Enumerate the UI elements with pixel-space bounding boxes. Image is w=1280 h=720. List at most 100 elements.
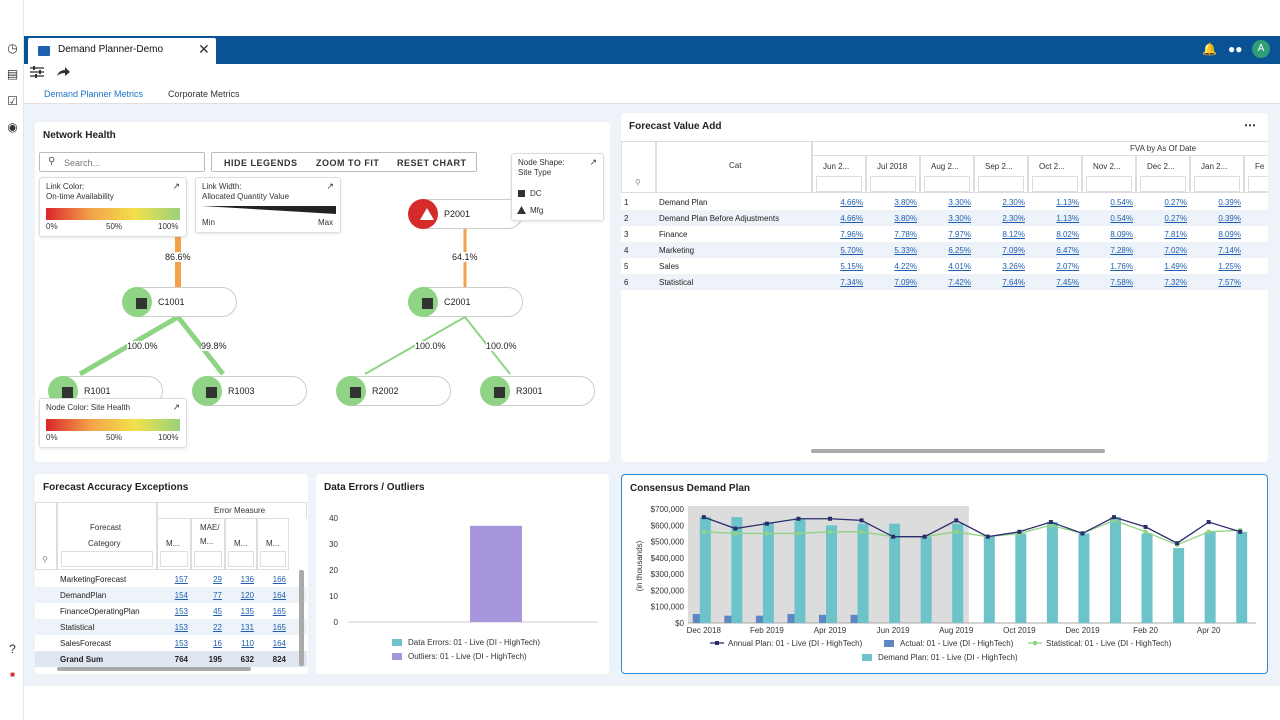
- demand-plan-bar[interactable]: [1236, 531, 1248, 623]
- value-link[interactable]: 7.81%: [1164, 229, 1187, 239]
- value-link[interactable]: 4.66%: [840, 197, 863, 207]
- fva-column-header[interactable]: Fe: [1244, 155, 1268, 193]
- node-p2001[interactable]: P2001: [408, 199, 523, 229]
- value-link[interactable]: 7.42%: [948, 277, 971, 287]
- value-link[interactable]: 3.80%: [894, 213, 917, 223]
- value-link[interactable]: 3.30%: [948, 197, 971, 207]
- demand-plan-bar[interactable]: [731, 517, 743, 623]
- annual-plan-point[interactable]: [701, 515, 706, 520]
- vertical-scrollbar[interactable]: [299, 570, 304, 666]
- value-link[interactable]: 0.27%: [1164, 197, 1187, 207]
- value-link[interactable]: 153: [174, 638, 188, 648]
- actual-bar[interactable]: [787, 614, 797, 623]
- fva-column-header[interactable]: Jul 2018: [866, 155, 920, 193]
- statistical-point[interactable]: [764, 531, 770, 536]
- collapse-icon[interactable]: ↗: [589, 157, 597, 167]
- filter-input[interactable]: [816, 176, 862, 192]
- value-link[interactable]: 22: [213, 622, 222, 632]
- statistical-point[interactable]: [953, 529, 959, 535]
- filter-settings-icon[interactable]: [30, 66, 44, 78]
- filter-input[interactable]: [870, 176, 916, 192]
- share-icon[interactable]: [56, 67, 70, 77]
- value-link[interactable]: 7.64%: [1002, 277, 1025, 287]
- chat-icon[interactable]: ◉: [7, 120, 18, 134]
- filter-input[interactable]: [924, 176, 970, 192]
- annual-plan-point[interactable]: [1238, 529, 1243, 534]
- statistical-point[interactable]: [1206, 529, 1211, 535]
- value-link[interactable]: 1.76%: [1110, 261, 1133, 271]
- value-link[interactable]: 7.58%: [1110, 277, 1133, 287]
- value-link[interactable]: 5.15%: [840, 261, 863, 271]
- help-icon[interactable]: ?: [9, 642, 16, 656]
- fae-column-header[interactable]: MAE/M...: [191, 518, 225, 570]
- annual-plan-point[interactable]: [733, 526, 738, 531]
- demand-plan-bar[interactable]: [952, 523, 964, 623]
- demand-plan-bar[interactable]: [983, 536, 995, 623]
- clipboard-icon[interactable]: ☑: [7, 94, 18, 108]
- fae-column-header[interactable]: M...: [157, 518, 191, 570]
- tab-corporate-metrics[interactable]: Corporate Metrics: [168, 89, 240, 99]
- annual-plan-point[interactable]: [1175, 541, 1180, 546]
- node-c2001[interactable]: C2001: [408, 287, 523, 317]
- tab-demand-planner-metrics[interactable]: Demand Planner Metrics: [31, 89, 158, 106]
- value-link[interactable]: 7.32%: [1164, 277, 1187, 287]
- demand-plan-bar[interactable]: [1046, 522, 1058, 623]
- value-link[interactable]: 0.39%: [1218, 213, 1241, 223]
- history-icon[interactable]: ◷: [7, 41, 18, 55]
- value-link[interactable]: 164: [272, 638, 286, 648]
- node-r2002[interactable]: R2002: [336, 376, 451, 406]
- demand-plan-bar[interactable]: [699, 517, 711, 623]
- value-link[interactable]: 157: [174, 574, 188, 584]
- annual-plan-point[interactable]: [891, 534, 896, 539]
- value-link[interactable]: 3.30%: [948, 213, 971, 223]
- value-link[interactable]: 7.02%: [1164, 245, 1187, 255]
- value-link[interactable]: 164: [272, 590, 286, 600]
- document-icon[interactable]: ▤: [6, 67, 19, 81]
- value-link[interactable]: 0.27%: [1164, 213, 1187, 223]
- demand-plan-bar[interactable]: [1141, 533, 1153, 623]
- value-link[interactable]: 0.54%: [1110, 197, 1133, 207]
- value-link[interactable]: 153: [174, 622, 188, 632]
- annual-plan-point[interactable]: [1143, 524, 1148, 529]
- reset-chart-button[interactable]: RESET CHART: [397, 158, 467, 168]
- fva-column-header[interactable]: Nov 2...: [1082, 155, 1136, 193]
- annual-plan-point[interactable]: [764, 521, 769, 526]
- avatar[interactable]: A: [1252, 40, 1270, 58]
- statistical-point[interactable]: [1143, 529, 1148, 535]
- value-link[interactable]: 7.09%: [894, 277, 917, 287]
- demand-plan-bar[interactable]: [889, 523, 901, 623]
- filter-input[interactable]: [1086, 176, 1132, 192]
- more-options-icon[interactable]: ⋯: [1244, 118, 1256, 132]
- actual-bar[interactable]: [850, 614, 860, 623]
- value-link[interactable]: 16: [213, 638, 222, 648]
- value-link[interactable]: 5.70%: [840, 245, 863, 255]
- value-link[interactable]: 153: [174, 606, 188, 616]
- outliers-bar[interactable]: [470, 525, 522, 622]
- annual-plan-point[interactable]: [828, 516, 832, 521]
- value-link[interactable]: 131: [240, 622, 254, 632]
- statistical-point[interactable]: [1111, 518, 1117, 523]
- demand-plan-bar[interactable]: [1078, 533, 1090, 623]
- filter-input[interactable]: [194, 551, 222, 567]
- filter-input[interactable]: [228, 551, 254, 567]
- node-c1001[interactable]: C1001: [122, 287, 237, 317]
- value-link[interactable]: 165: [272, 622, 286, 632]
- value-link[interactable]: 7.14%: [1218, 245, 1241, 255]
- value-link[interactable]: 7.45%: [1056, 277, 1079, 287]
- demand-plan-bar[interactable]: [794, 518, 806, 623]
- value-link[interactable]: 7.96%: [840, 229, 863, 239]
- cat-column-header[interactable]: Cat: [656, 141, 812, 193]
- fva-column-header[interactable]: Jan 2...: [1190, 155, 1244, 193]
- value-link[interactable]: 8.09%: [1218, 229, 1241, 239]
- annual-plan-point[interactable]: [1206, 520, 1211, 525]
- value-link[interactable]: 2.30%: [1002, 213, 1025, 223]
- fva-column-header[interactable]: Aug 2...: [920, 155, 974, 193]
- value-link[interactable]: 1.13%: [1056, 213, 1079, 223]
- demand-plan-bar[interactable]: [1204, 531, 1216, 623]
- filter-input[interactable]: [1194, 176, 1240, 192]
- value-link[interactable]: 4.01%: [948, 261, 971, 271]
- fva-column-header[interactable]: Dec 2...: [1136, 155, 1190, 193]
- demand-plan-bar[interactable]: [857, 523, 869, 623]
- filter-input[interactable]: [1140, 176, 1186, 192]
- value-link[interactable]: 7.57%: [1218, 277, 1241, 287]
